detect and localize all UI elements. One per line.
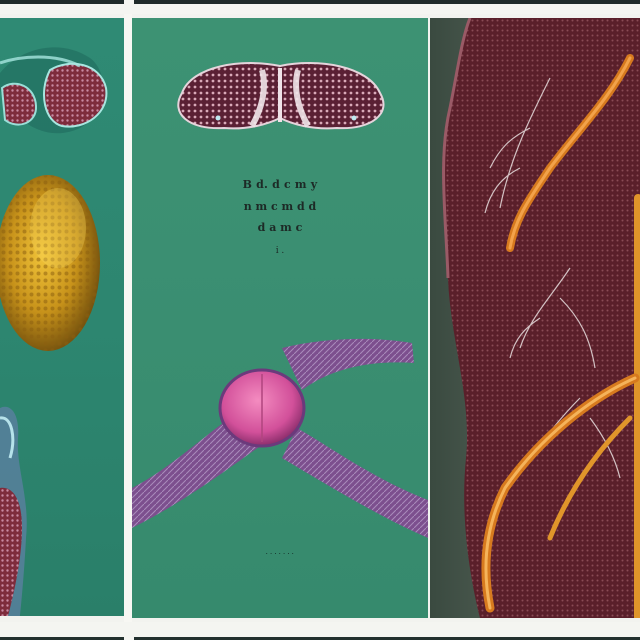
cover-text-line-2: n m c m d d bbox=[243, 200, 317, 213]
bottom-edge bbox=[0, 622, 640, 640]
top-rule-left bbox=[0, 0, 124, 4]
nerve-branches bbox=[484, 77, 621, 479]
brain-cross-section bbox=[177, 62, 385, 130]
orange-nerve-cord bbox=[481, 54, 640, 618]
left-panel-artwork bbox=[0, 47, 108, 616]
top-edge bbox=[0, 0, 640, 14]
bottom-rule-right bbox=[134, 637, 640, 640]
bottom-rule-left bbox=[0, 637, 124, 640]
middle-book-cover-panel: B d. d c m y n m c m d d d a m c i . . .… bbox=[132, 18, 428, 618]
right-panel-artwork bbox=[430, 18, 640, 618]
cover-text-line-1: B d. d c m y bbox=[242, 178, 318, 191]
nerve-junction bbox=[132, 338, 428, 538]
bottom-specimen bbox=[0, 406, 27, 616]
yellow-cell-specimen bbox=[0, 175, 100, 351]
tissue-mass bbox=[442, 18, 640, 618]
cover-caption: . . . . . . . bbox=[265, 550, 295, 556]
right-illustration-panel bbox=[430, 18, 640, 618]
top-specimen bbox=[0, 47, 108, 134]
panel-divider bbox=[124, 14, 132, 622]
middle-panel-artwork bbox=[132, 62, 428, 538]
top-rule-right bbox=[134, 0, 640, 4]
left-illustration-panel bbox=[0, 18, 124, 616]
cover-text-line-3: d a m c bbox=[257, 221, 303, 234]
cover-text-line-4: i . bbox=[275, 246, 285, 256]
